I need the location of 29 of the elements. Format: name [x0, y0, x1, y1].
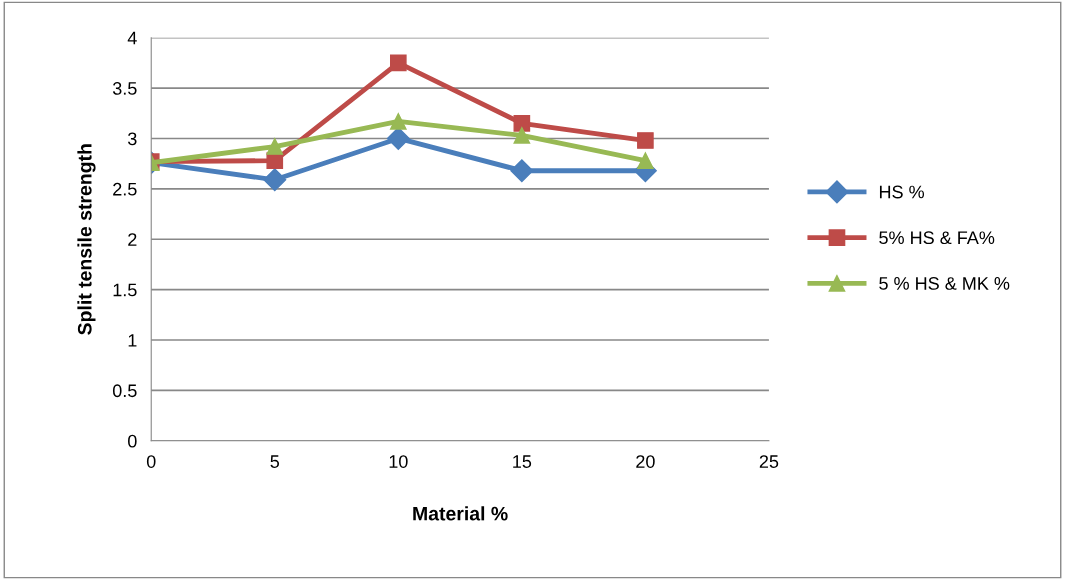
point: [513, 127, 531, 144]
x-tick-label: 5: [270, 455, 280, 468]
y-tick-label: 0: [128, 434, 137, 448]
point: [510, 159, 534, 183]
legend-label: HS %: [879, 185, 925, 199]
x-axis-title: Material %: [413, 506, 508, 521]
y-tick-label: 3: [127, 132, 137, 146]
y-tick-label: 4: [127, 31, 137, 45]
legend-label: 5 % HS & MK %: [879, 277, 1010, 290]
point: [389, 54, 407, 72]
y-tick-label: 1.5: [113, 283, 137, 297]
point: [266, 138, 284, 155]
y-tick-label: 3.5: [112, 82, 137, 95]
x-tick-label: 10: [389, 455, 408, 468]
y-tick-label: 0.5: [112, 384, 137, 398]
y-tick-label: 2: [128, 233, 137, 246]
y-axis-title: Split tensile strength: [77, 144, 96, 335]
y-tick-label: 2.5: [113, 182, 137, 196]
point: [263, 168, 287, 192]
x-tick-label: 15: [513, 455, 532, 468]
legend-label: 5% HS & FA%: [879, 231, 995, 245]
point: [513, 115, 531, 132]
x-tick-label: 25: [759, 455, 779, 468]
point: [389, 113, 407, 130]
y-tick-label: 1: [128, 334, 137, 347]
x-tick-label: 20: [636, 455, 655, 468]
point: [637, 152, 654, 169]
point: [637, 132, 654, 149]
x-tick-label: 0: [146, 455, 156, 468]
